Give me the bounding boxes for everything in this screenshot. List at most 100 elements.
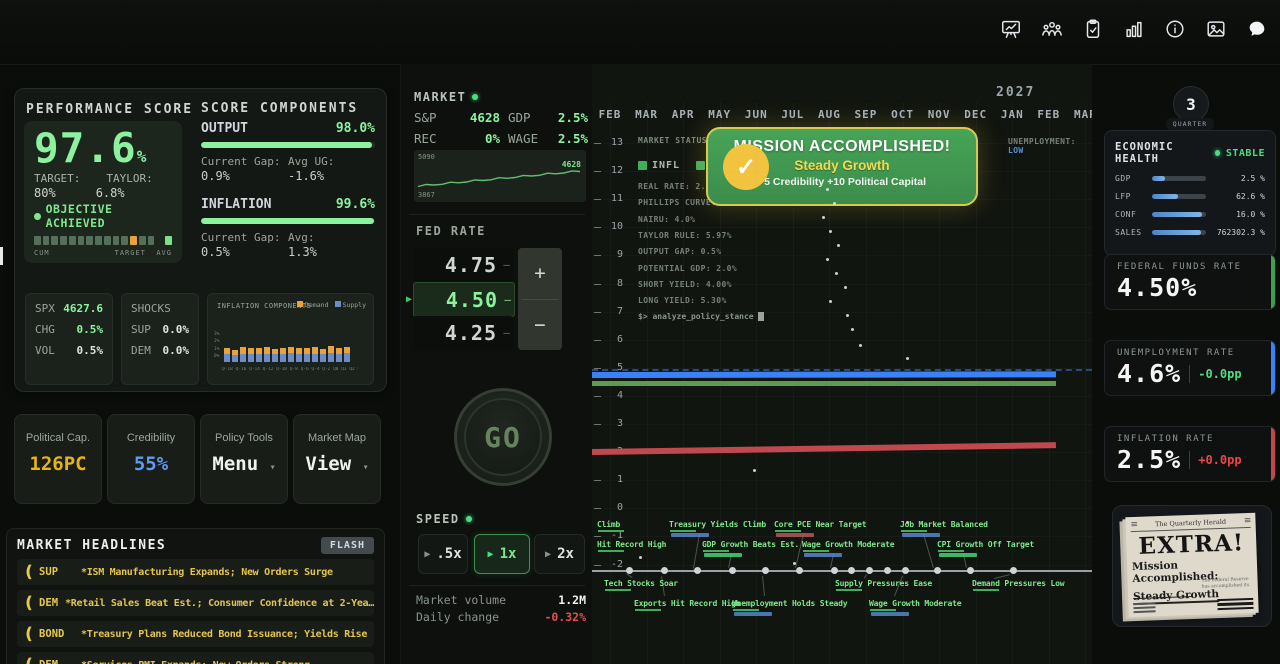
- market-headlines-panel: MARKET HEADLINES FLASH ❪SUP*ISM Manufact…: [6, 528, 385, 664]
- cursor-icon: [758, 312, 764, 321]
- performance-title: PERFORMANCE SCORE: [26, 102, 193, 117]
- score-box: 97.6% TARGET: TAYLOR: 80% 6.8% OBJECTIVE…: [24, 121, 182, 263]
- stacked-bar: [328, 346, 334, 362]
- gridline-h: [592, 171, 1092, 172]
- headline-text: *Retail Sales Beat Est.; Consumer Confid…: [65, 598, 374, 609]
- stat-card-label: Political Cap.: [15, 432, 101, 444]
- mission-banner: ✓ MISSION ACCOMPLISHED! Steady Growth +5…: [706, 127, 978, 206]
- event-annotation: Demand Pressures Low: [972, 579, 1064, 588]
- fed-rate-option[interactable]: 4.25–: [413, 316, 513, 349]
- health-dot-icon: [1215, 150, 1220, 156]
- stat-card-market-map[interactable]: Market MapView ▾: [293, 414, 381, 504]
- headline-item[interactable]: ❪BOND*Treasury Plans Reduced Bond Issuan…: [17, 621, 374, 647]
- month-label: DEC: [958, 108, 994, 121]
- headline-tag: DEM: [39, 659, 81, 664]
- bracket-icon: ❪: [23, 590, 35, 614]
- market-section-title: MARKET: [414, 90, 478, 104]
- tick-dash: [594, 171, 601, 172]
- newspaper-body: The Federal Reserve has accomplished its: [1201, 577, 1253, 590]
- headline-item[interactable]: ❪DEM*Retail Sales Beat Est.; Consumer Co…: [17, 590, 374, 616]
- supply-segment: [232, 355, 238, 362]
- y-tick: 1%: [214, 346, 219, 353]
- headline-text: *ISM Manufacturing Expands; New Orders S…: [81, 567, 333, 578]
- timeline-dot[interactable]: [762, 567, 769, 574]
- taylor-value: 6.8%: [96, 186, 125, 200]
- timeline-dot[interactable]: [934, 567, 941, 574]
- timeline-dot[interactable]: [796, 567, 803, 574]
- rate-decrease-button[interactable]: −: [518, 300, 562, 351]
- tick-dash: [594, 480, 601, 481]
- stat-label: WAGE: [508, 131, 554, 146]
- terminal-prompt[interactable]: $> analyze_policy_stance: [638, 312, 764, 321]
- stat-value: 2.5%: [554, 110, 588, 125]
- headline-item[interactable]: ❪DEM*Services PMI Expands; New Orders St…: [17, 652, 374, 664]
- quarter-badge: 3: [1173, 86, 1209, 122]
- group-icon[interactable]: [1039, 16, 1065, 42]
- progress-square: [78, 236, 85, 245]
- timeline-dot[interactable]: [967, 567, 974, 574]
- timeline-dot[interactable]: [866, 567, 873, 574]
- annotation-detail: [871, 612, 909, 616]
- output-bar: [201, 142, 375, 148]
- stacked-bar: [256, 348, 262, 362]
- timeline-dot[interactable]: [831, 567, 838, 574]
- annotation-underline: [670, 530, 696, 532]
- timeline-dot[interactable]: [1010, 567, 1017, 574]
- headline-item[interactable]: ❪SUP*ISM Manufacturing Expands; New Orde…: [17, 559, 374, 585]
- market-stat-row: REC0%WAGE2.5%: [414, 131, 588, 146]
- stat-value: 0%: [454, 131, 500, 146]
- legend-item: INFL: [638, 160, 680, 171]
- speed-option-2x[interactable]: ▶2x: [534, 534, 585, 574]
- fed-rate-value: 4.25: [413, 321, 513, 345]
- fed-rate-option[interactable]: ▶4.50–: [413, 282, 515, 317]
- bracket-icon: ❪: [23, 559, 35, 583]
- go-button[interactable]: GO: [454, 388, 552, 486]
- month-label: SEP: [848, 108, 884, 121]
- y-axis-label: 10: [603, 221, 623, 232]
- presentation-chart-icon[interactable]: [998, 16, 1024, 42]
- info-icon[interactable]: [1162, 16, 1188, 42]
- timeline-dot[interactable]: [902, 567, 909, 574]
- chat-icon[interactable]: [1244, 16, 1270, 42]
- play-icon: ▶: [488, 549, 494, 560]
- stat-card-policy-tools[interactable]: Policy ToolsMenu ▾: [200, 414, 288, 504]
- timeline-dot[interactable]: [694, 567, 701, 574]
- progress-square: [121, 236, 128, 245]
- stat-label: S&P: [414, 110, 454, 125]
- data-point: [829, 300, 832, 303]
- shocks-title-label: SHOCKS: [131, 302, 171, 315]
- flash-button[interactable]: FLASH: [321, 537, 374, 554]
- clipboard-check-icon[interactable]: [1080, 16, 1106, 42]
- speed-option-1x[interactable]: ▶1x: [474, 534, 530, 574]
- rate-stepper: + −: [518, 248, 562, 350]
- bar-chart-icon[interactable]: [1121, 16, 1147, 42]
- y-axis-label: 12: [603, 165, 623, 176]
- supply-segment: [336, 354, 342, 362]
- timeline-dot[interactable]: [884, 567, 891, 574]
- stat-card-value[interactable]: Menu ▾: [201, 453, 287, 475]
- rate-increase-button[interactable]: +: [518, 248, 562, 299]
- newspaper[interactable]: ≡ The Quarterly Herald ≡ EXTRA! Mission …: [1112, 505, 1272, 627]
- tick-dash: [594, 312, 601, 313]
- spx-row-label: SPX: [35, 302, 55, 315]
- fed-rate-option[interactable]: 4.75–: [413, 248, 513, 281]
- health-row-gdp: GDP2.5 %: [1115, 174, 1265, 183]
- annotation-detail: [804, 553, 842, 557]
- stacked-bar: [232, 350, 238, 362]
- timeline-dot[interactable]: [661, 567, 668, 574]
- demand-segment: [240, 347, 246, 354]
- data-point: [851, 328, 854, 331]
- tick-dash: [594, 424, 601, 425]
- timeline-dot[interactable]: [729, 567, 736, 574]
- gridline-h: [592, 227, 1092, 228]
- data-point: [846, 314, 849, 317]
- timeline-dot[interactable]: [848, 567, 855, 574]
- speed-option-5x[interactable]: ▶.5x: [418, 534, 468, 574]
- progress-square: [51, 236, 58, 245]
- image-icon[interactable]: [1203, 16, 1229, 42]
- masthead-lines-icon: ≡: [1244, 516, 1251, 526]
- health-bar-fill: [1152, 230, 1201, 235]
- health-status: STABLE: [1226, 148, 1265, 159]
- legend-item: Demand: [297, 301, 328, 309]
- stat-card-value[interactable]: View ▾: [294, 453, 380, 475]
